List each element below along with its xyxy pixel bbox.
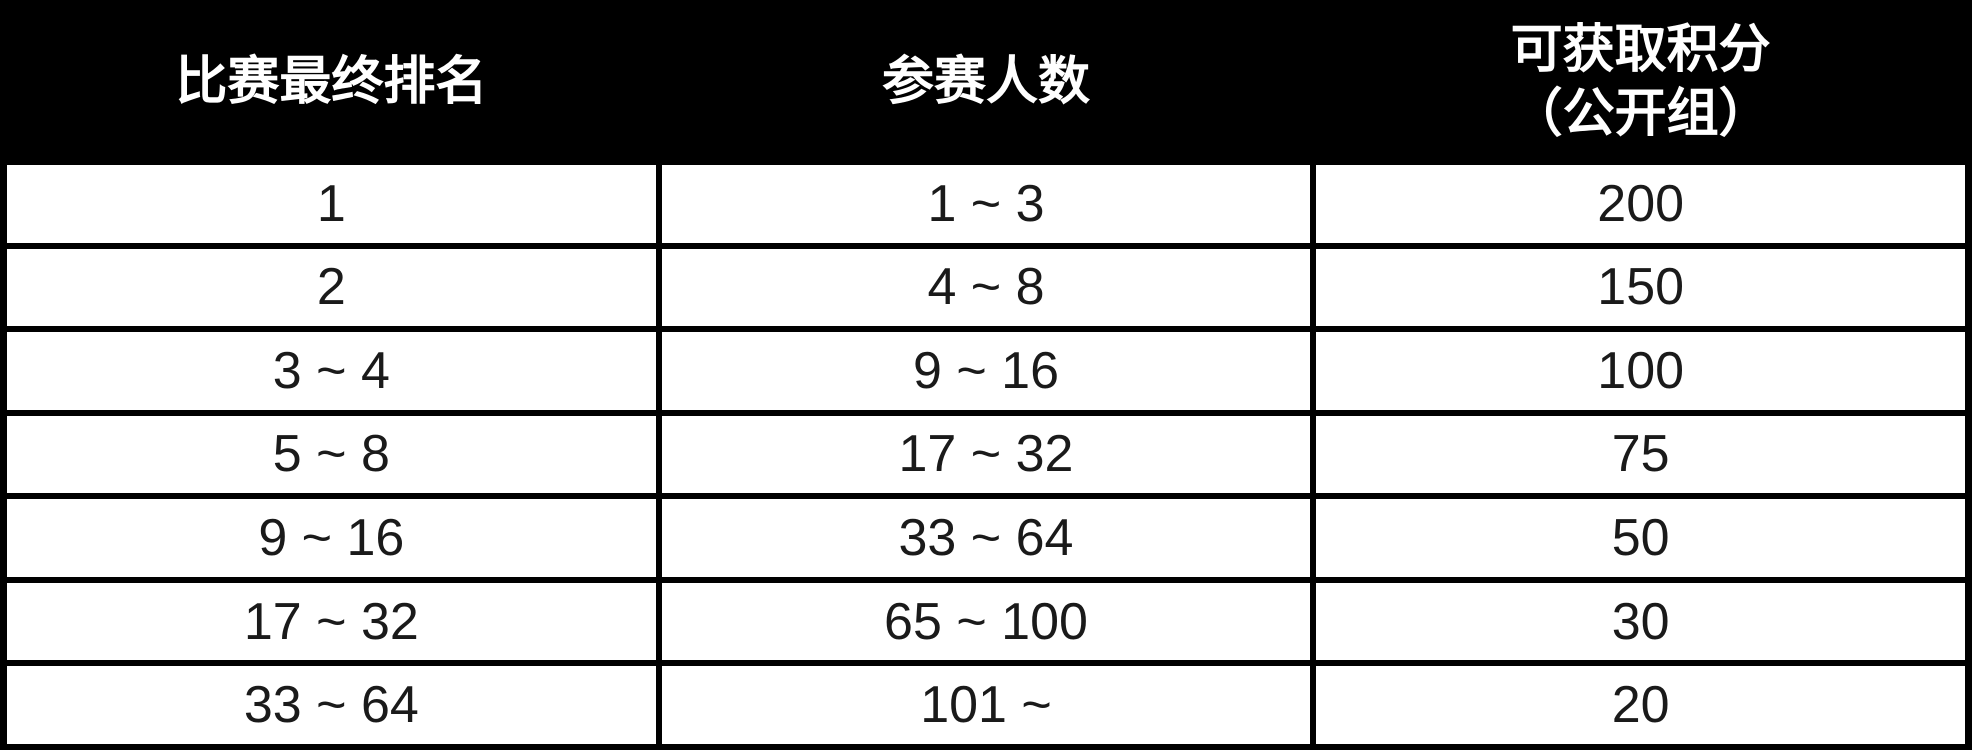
table-cell: 4 ~ 8 [661,248,1311,327]
table-cell: 9 ~ 16 [661,332,1311,410]
table-cell: 5 ~ 8 [7,415,656,494]
table-cell: 2 [7,248,656,327]
table-cell: 33 ~ 64 [661,499,1311,577]
table-body: 1 1 ~ 3 200 2 4 ~ 8 150 3 ~ 4 9 ~ 16 100… [0,165,1972,750]
table-header-row: 比赛最终排名 参赛人数 可获取积分 （公开组） [0,0,1972,165]
table-cell: 33 ~ 64 [7,666,656,744]
header-cell-final-ranking: 比赛最终排名 [175,52,488,111]
table-cell: 9 ~ 16 [7,499,656,577]
table-cell: 150 [1316,248,1965,327]
table-cell: 17 ~ 32 [7,582,656,661]
header-cell-points-open-group: 可获取积分 （公开组） [1510,21,1771,143]
table-cell: 3 ~ 4 [7,332,656,410]
table-cell: 100 [1316,332,1965,410]
table-cell: 1 [7,165,656,243]
table-cell: 30 [1316,582,1965,661]
table-cell: 17 ~ 32 [661,415,1311,494]
table-cell: 1 ~ 3 [661,165,1311,243]
header-cell-participant-count: 参赛人数 [881,52,1090,111]
table-cell: 20 [1316,666,1965,744]
table-cell: 65 ~ 100 [661,582,1311,661]
table-cell: 200 [1316,165,1965,243]
table-cell: 75 [1316,415,1965,494]
table-cell: 50 [1316,499,1965,577]
table-cell: 101 ~ [661,666,1311,744]
